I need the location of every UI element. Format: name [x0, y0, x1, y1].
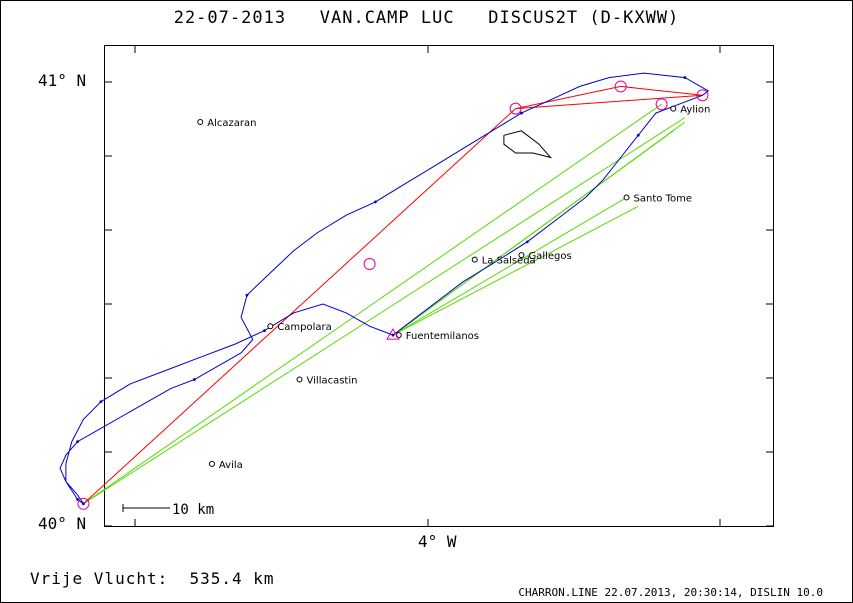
town-label-0: Alcazaran: [207, 118, 256, 129]
leg-line-0: [83, 103, 662, 505]
town-marker-2: [623, 194, 630, 201]
turnpoint-circle-1: [363, 258, 376, 271]
turnpoint-circle-3: [614, 80, 627, 93]
town-label-3: Gallegos: [528, 251, 571, 262]
scale-bar: 10 km: [122, 502, 214, 518]
town-label-7: Villacastin: [307, 375, 358, 386]
turnpoint-circle-5: [655, 98, 668, 111]
town-label-4: La Salseda: [482, 256, 536, 267]
credits-text: CHARRON.LINE 22.07.2013, 20:30:14, DISLI…: [518, 586, 823, 599]
plot-area: [104, 45, 774, 527]
track-fix-20: [374, 200, 377, 204]
track-fix-5: [76, 440, 79, 444]
track-fix-35: [636, 133, 640, 137]
track-fix-60: [76, 497, 79, 501]
turnpoint-circle-4: [696, 89, 709, 102]
leg-lines: [83, 103, 686, 505]
track-fix-10: [193, 378, 196, 381]
turnpoint-circle-2: [509, 102, 522, 115]
track-fix-25: [520, 111, 523, 115]
turnpoint-markers: [77, 80, 709, 510]
flight-track-line: [59, 72, 710, 505]
leg-line-4: [392, 196, 627, 336]
town-label-6: Fuentemilanos: [406, 331, 479, 342]
town-marker-7: [296, 376, 303, 383]
track-fix-55: [99, 400, 103, 404]
axis-ticks: [104, 45, 774, 527]
coast-line: [503, 130, 553, 159]
track-fix-50: [263, 329, 266, 333]
task-route-line: [83, 85, 703, 505]
turnpoint-circle-0: [77, 497, 90, 510]
scale-bar-label: 10 km: [172, 502, 214, 518]
town-marker-4: [471, 256, 478, 263]
page-title: 22-07-2013 VAN.CAMP LUC DISCUS2T (D-KXWW…: [173, 8, 680, 28]
task-route: [83, 85, 703, 505]
town-marker-8: [208, 460, 215, 467]
track-fix-45: [391, 333, 395, 337]
town-marker-0: [197, 118, 204, 125]
distance-readout: Vrije Vlucht: 535.4 km: [30, 569, 275, 588]
track-fix-30: [683, 76, 687, 79]
track-fix-40: [525, 240, 529, 244]
track-fix-0: [82, 502, 85, 506]
town-marker-5: [267, 323, 274, 330]
town-marker-1: [670, 105, 677, 112]
coastline: [503, 130, 553, 159]
town-label-5: Campolara: [277, 322, 331, 333]
lat-bottom-label: 40° N: [38, 514, 87, 533]
leg-line-1: [83, 117, 686, 505]
town-label-1: Aylion: [680, 105, 710, 116]
track-fix-15: [245, 293, 249, 297]
leg-line-3: [392, 130, 674, 336]
town-label-2: Santo Tome: [634, 193, 692, 204]
lon-axis-label: 4° W: [418, 532, 457, 551]
town-label-8: Avila: [219, 460, 243, 471]
start-triangle: [386, 328, 400, 340]
lat-top-label: 41° N: [38, 71, 87, 90]
leg-line-5: [392, 205, 639, 336]
flight-track: [59, 72, 710, 506]
town-marker-3: [518, 252, 525, 259]
